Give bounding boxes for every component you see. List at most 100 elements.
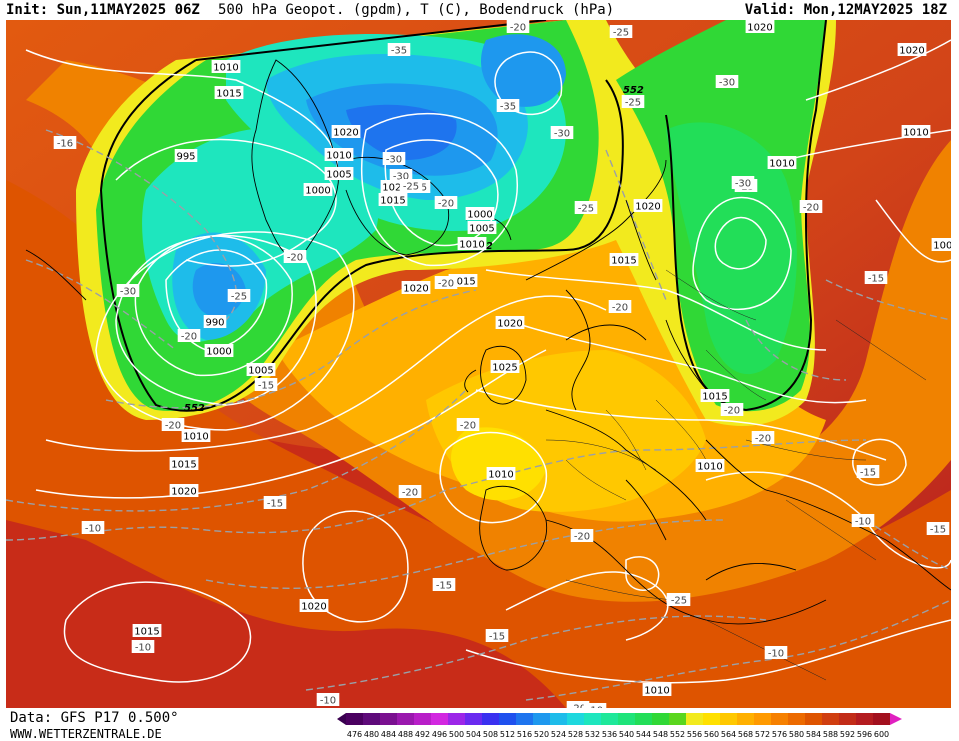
legend-swatch: [499, 713, 516, 725]
svg-text:-20: -20: [755, 434, 771, 445]
pressure-label: 1020: [745, 20, 775, 34]
svg-text:1000: 1000: [206, 347, 231, 358]
legend-swatch: [652, 713, 669, 725]
legend-swatch: [720, 713, 737, 725]
temperature-label: -30: [715, 75, 739, 89]
legend-tick-label: 576: [772, 730, 787, 739]
svg-text:1020: 1020: [635, 202, 660, 213]
temperature-label: -10: [316, 693, 340, 707]
legend-tick-label: 500: [449, 730, 464, 739]
legend-swatch: [482, 713, 499, 725]
svg-text:-25: -25: [613, 28, 629, 39]
svg-text:-20: -20: [724, 406, 740, 417]
temperature-label: -30: [731, 176, 755, 190]
svg-text:-30: -30: [735, 179, 751, 190]
svg-text:-20: -20: [402, 488, 418, 499]
svg-text:1020: 1020: [171, 487, 196, 498]
legend-tick-label: 568: [738, 730, 753, 739]
map-title: 500 hPa Geopot. (gpdm), T (C), Bodendruc…: [218, 2, 615, 18]
svg-text:-10: -10: [768, 649, 784, 660]
svg-text:-20: -20: [574, 532, 590, 543]
svg-text:1015: 1015: [450, 277, 475, 288]
temperature-label: -15: [864, 271, 888, 285]
legend-tick-label: 544: [636, 730, 651, 739]
svg-text:1005: 1005: [469, 224, 494, 235]
svg-text:-25: -25: [578, 204, 594, 215]
svg-text:1000: 1000: [305, 186, 330, 197]
temperature-label: -20: [456, 418, 480, 432]
legend-swatch: [873, 713, 890, 725]
svg-text:1010: 1010: [697, 462, 722, 473]
svg-text:1020: 1020: [403, 284, 428, 295]
valid-time-label: Valid: Mon,12MAY2025 18Z: [744, 2, 947, 18]
legend-tick-label: 512: [500, 730, 515, 739]
svg-text:-30: -30: [393, 172, 409, 183]
temperature-label: -30: [550, 126, 574, 140]
legend-swatch: [822, 713, 839, 725]
legend-tick-label: 532: [585, 730, 600, 739]
legend-tick-label: 540: [619, 730, 634, 739]
legend-swatch: [431, 713, 448, 725]
svg-text:-20: -20: [438, 199, 454, 210]
svg-text:-20: -20: [570, 704, 586, 709]
temperature-label: -15: [485, 629, 509, 643]
temperature-labels: -35-35-30-30-25-25-20-30-25-30-25-20-25-…: [53, 20, 950, 709]
legend-tick-label: 560: [704, 730, 719, 739]
legend-tick-label: 508: [483, 730, 498, 739]
temperature-label: -15: [263, 496, 287, 510]
legend-tick-label: 516: [517, 730, 532, 739]
temperature-field: [6, 20, 951, 708]
country-borders: [545, 269, 927, 681]
pressure-label: 1010: [767, 156, 797, 170]
svg-text:1015: 1015: [611, 256, 636, 267]
website-label: WWW.WETTERZENTRALE.DE: [10, 727, 162, 741]
pressure-label: 1020: [331, 125, 361, 139]
svg-text:-20: -20: [510, 23, 526, 34]
svg-text:-10: -10: [587, 706, 603, 709]
svg-text:-30: -30: [120, 287, 136, 298]
temperature-label: -10: [764, 646, 788, 660]
svg-text:1015: 1015: [216, 89, 241, 100]
pressure-label: 1010: [324, 148, 354, 162]
svg-text:-10: -10: [855, 517, 871, 528]
legend-swatch: [584, 713, 601, 725]
svg-text:1015: 1015: [380, 196, 405, 207]
legend-arrow-right: [890, 713, 902, 725]
pressure-label: 1010: [457, 237, 487, 251]
temperature-label: -20: [570, 529, 594, 543]
svg-text:1025: 1025: [492, 363, 517, 374]
legend-tick-label: 536: [602, 730, 617, 739]
legend-swatch: [397, 713, 414, 725]
temperature-label: -30: [389, 169, 413, 183]
pressure-label: 1000: [204, 344, 234, 358]
legend-swatch: [550, 713, 567, 725]
svg-text:-20: -20: [612, 303, 628, 314]
svg-text:1000: 1000: [467, 210, 492, 221]
svg-text:-25: -25: [231, 292, 247, 303]
svg-text:-25: -25: [403, 182, 419, 193]
legend-tick-label: 592: [840, 730, 855, 739]
temperature-label: -15: [926, 522, 950, 536]
legend-swatch: [618, 713, 635, 725]
temperature-label: -20: [398, 485, 422, 499]
pressure-label: 1020: [299, 599, 329, 613]
legend-swatch: [533, 713, 550, 725]
svg-text:-15: -15: [860, 468, 876, 479]
svg-text:1010: 1010: [326, 151, 351, 162]
pressure-label: 990: [203, 315, 227, 329]
svg-text:1010: 1010: [183, 432, 208, 443]
svg-text:1005: 1005: [326, 170, 351, 181]
temperature-label: -15: [856, 465, 880, 479]
pressure-label: 1000: [931, 238, 951, 252]
legend-tick-label: 484: [381, 730, 396, 739]
legend-swatch: [754, 713, 771, 725]
pressure-label: 1010: [486, 467, 516, 481]
isotherms: [6, 129, 951, 701]
temperature-label: -20: [506, 20, 530, 34]
svg-text:-15: -15: [258, 381, 274, 392]
temperature-label: -10: [131, 640, 155, 654]
svg-text:1010: 1010: [459, 240, 484, 251]
svg-text:-35: -35: [500, 102, 516, 113]
svg-text:-30: -30: [554, 129, 570, 140]
legend-tick-label: 476: [347, 730, 362, 739]
